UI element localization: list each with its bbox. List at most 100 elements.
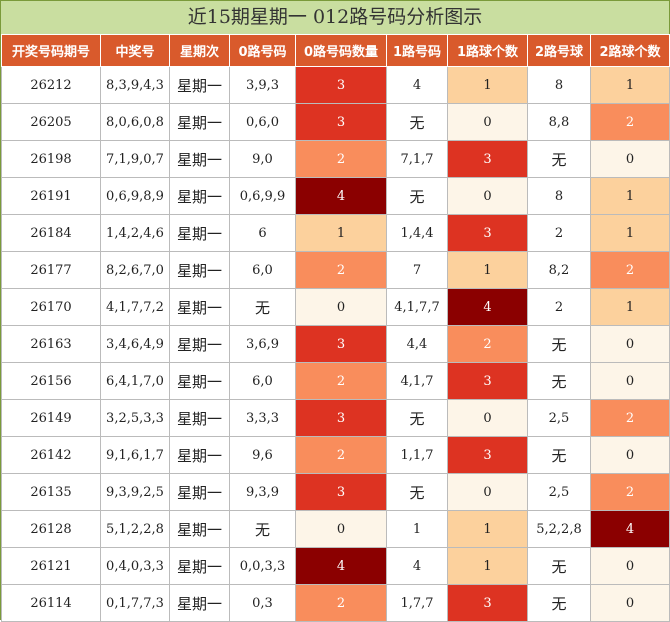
cell-road1-count: 3 xyxy=(447,362,528,400)
cell-road0-count: 2 xyxy=(295,584,387,622)
cell-road0-count: 3 xyxy=(295,473,387,511)
table-row: 26149 3,2,5,3,3 星期一 3,3,3 3 无 0 2,5 2 xyxy=(1,399,670,437)
cell-road0-count: 4 xyxy=(295,177,387,215)
cell-road1-count: 0 xyxy=(447,103,528,141)
cell-period: 26177 xyxy=(1,251,101,289)
cell-road2-count: 0 xyxy=(590,436,670,474)
header-road1-numbers: 1路号码 xyxy=(386,34,448,67)
cell-road2-numbers: 无 xyxy=(527,325,591,363)
cell-road2-numbers: 无 xyxy=(527,547,591,585)
cell-road1-count: 4 xyxy=(447,288,528,326)
cell-winning-number: 3,2,5,3,3 xyxy=(100,399,170,437)
cell-road2-numbers: 2 xyxy=(527,288,591,326)
cell-road1-numbers: 1 xyxy=(386,510,448,548)
cell-road1-numbers: 无 xyxy=(386,399,448,437)
table-row: 26212 8,3,9,4,3 星期一 3,9,3 3 4 1 8 1 xyxy=(1,66,670,104)
cell-weekday: 星期一 xyxy=(169,473,230,511)
cell-road2-count: 2 xyxy=(590,251,670,289)
cell-road2-numbers: 无 xyxy=(527,584,591,622)
cell-weekday: 星期一 xyxy=(169,436,230,474)
table-row: 26184 1,4,2,4,6 星期一 6 1 1,4,4 3 2 1 xyxy=(1,214,670,252)
table-row: 26135 9,3,9,2,5 星期一 9,3,9 3 无 0 2,5 2 xyxy=(1,473,670,511)
table-row: 26142 9,1,6,1,7 星期一 9,6 2 1,1,7 3 无 0 xyxy=(1,436,670,474)
table-row: 26205 8,0,6,0,8 星期一 0,6,0 3 无 0 8,8 2 xyxy=(1,103,670,141)
cell-road1-count: 0 xyxy=(447,399,528,437)
cell-road2-numbers: 8,8 xyxy=(527,103,591,141)
table-row: 26121 0,4,0,3,3 星期一 0,0,3,3 4 4 1 无 0 xyxy=(1,547,670,585)
cell-period: 26163 xyxy=(1,325,101,363)
cell-road2-count: 0 xyxy=(590,362,670,400)
cell-weekday: 星期一 xyxy=(169,547,230,585)
header-road1-count: 1路球个数 xyxy=(447,34,528,67)
cell-period: 26128 xyxy=(1,510,101,548)
cell-road0-numbers: 3,6,9 xyxy=(229,325,296,363)
cell-road1-count: 2 xyxy=(447,325,528,363)
analysis-table: 开奖号码期号 中奖号 星期次 0路号码 0路号码数量 1路号码 1路球个数 2路号球 2路球个数… xyxy=(1,34,670,622)
cell-winning-number: 3,4,6,4,9 xyxy=(100,325,170,363)
cell-period: 26198 xyxy=(1,140,101,178)
header-period: 开奖号码期号 xyxy=(1,34,101,67)
cell-road2-count: 2 xyxy=(590,399,670,437)
cell-weekday: 星期一 xyxy=(169,325,230,363)
cell-period: 26156 xyxy=(1,362,101,400)
cell-road0-count: 3 xyxy=(295,399,387,437)
cell-road0-count: 4 xyxy=(295,547,387,585)
table-row: 26191 0,6,9,8,9 星期一 0,6,9,9 4 无 0 8 1 xyxy=(1,177,670,215)
cell-road0-numbers: 0,3 xyxy=(229,584,296,622)
cell-road2-numbers: 无 xyxy=(527,362,591,400)
cell-road1-count: 0 xyxy=(447,177,528,215)
cell-road1-numbers: 1,7,7 xyxy=(386,584,448,622)
cell-road2-count: 0 xyxy=(590,325,670,363)
cell-period: 26149 xyxy=(1,399,101,437)
cell-road2-count: 2 xyxy=(590,473,670,511)
cell-period: 26142 xyxy=(1,436,101,474)
cell-road1-numbers: 7 xyxy=(386,251,448,289)
cell-road0-numbers: 0,6,9,9 xyxy=(229,177,296,215)
cell-winning-number: 1,4,2,4,6 xyxy=(100,214,170,252)
cell-period: 26212 xyxy=(1,66,101,104)
cell-winning-number: 0,1,7,7,3 xyxy=(100,584,170,622)
cell-weekday: 星期一 xyxy=(169,288,230,326)
table-row: 26198 7,1,9,0,7 星期一 9,0 2 7,1,7 3 无 0 xyxy=(1,140,670,178)
cell-road0-numbers: 3,9,3 xyxy=(229,66,296,104)
cell-road0-count: 3 xyxy=(295,103,387,141)
cell-period: 26191 xyxy=(1,177,101,215)
cell-weekday: 星期一 xyxy=(169,214,230,252)
cell-weekday: 星期一 xyxy=(169,399,230,437)
table-row: 26114 0,1,7,7,3 星期一 0,3 2 1,7,7 3 无 0 xyxy=(1,584,670,622)
cell-road0-numbers: 9,3,9 xyxy=(229,473,296,511)
cell-winning-number: 9,1,6,1,7 xyxy=(100,436,170,474)
cell-period: 26205 xyxy=(1,103,101,141)
cell-road2-count: 0 xyxy=(590,584,670,622)
cell-road0-count: 3 xyxy=(295,66,387,104)
cell-road2-count: 1 xyxy=(590,288,670,326)
cell-road1-numbers: 4,4 xyxy=(386,325,448,363)
table-row: 26163 3,4,6,4,9 星期一 3,6,9 3 4,4 2 无 0 xyxy=(1,325,670,363)
cell-road1-numbers: 1,4,4 xyxy=(386,214,448,252)
cell-winning-number: 9,3,9,2,5 xyxy=(100,473,170,511)
cell-road2-numbers: 2 xyxy=(527,214,591,252)
cell-road0-count: 0 xyxy=(295,288,387,326)
cell-road0-numbers: 6,0 xyxy=(229,251,296,289)
cell-period: 26170 xyxy=(1,288,101,326)
header-road2-count: 2路球个数 xyxy=(590,34,670,67)
cell-period: 26121 xyxy=(1,547,101,585)
cell-winning-number: 8,0,6,0,8 xyxy=(100,103,170,141)
cell-road0-numbers: 0,0,3,3 xyxy=(229,547,296,585)
cell-road0-count: 3 xyxy=(295,325,387,363)
table-row: 26177 8,2,6,7,0 星期一 6,0 2 7 1 8,2 2 xyxy=(1,251,670,289)
cell-period: 26114 xyxy=(1,584,101,622)
cell-road0-count: 0 xyxy=(295,510,387,548)
cell-road1-numbers: 4,1,7 xyxy=(386,362,448,400)
cell-road1-count: 0 xyxy=(447,473,528,511)
cell-road1-numbers: 7,1,7 xyxy=(386,140,448,178)
cell-road1-numbers: 4 xyxy=(386,547,448,585)
cell-winning-number: 8,3,9,4,3 xyxy=(100,66,170,104)
header-road2-numbers: 2路号球 xyxy=(527,34,591,67)
cell-road2-count: 0 xyxy=(590,140,670,178)
cell-weekday: 星期一 xyxy=(169,251,230,289)
cell-winning-number: 7,1,9,0,7 xyxy=(100,140,170,178)
cell-road0-numbers: 无 xyxy=(229,288,296,326)
table-row: 26156 6,4,1,7,0 星期一 6,0 2 4,1,7 3 无 0 xyxy=(1,362,670,400)
cell-road2-count: 1 xyxy=(590,177,670,215)
